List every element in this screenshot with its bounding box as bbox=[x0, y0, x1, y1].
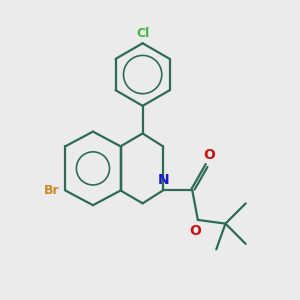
Text: N: N bbox=[158, 173, 170, 187]
Text: O: O bbox=[203, 148, 215, 162]
Text: Cl: Cl bbox=[136, 27, 149, 40]
Text: O: O bbox=[189, 224, 201, 238]
Text: Br: Br bbox=[44, 184, 60, 197]
